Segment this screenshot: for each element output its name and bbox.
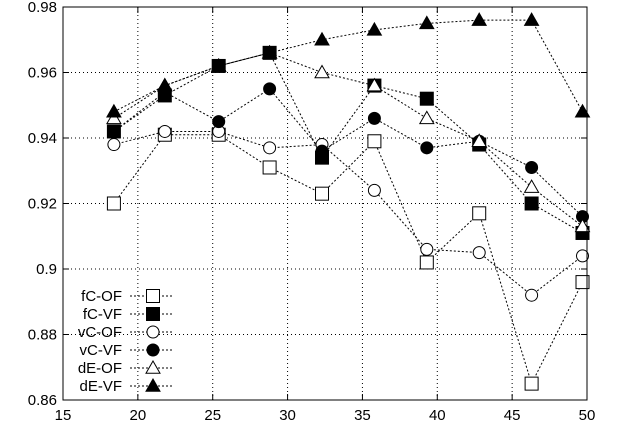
data-point-vc-vf	[107, 124, 121, 138]
series-line-de-vf	[113, 19, 583, 113]
data-point-vc-of	[525, 288, 539, 302]
data-point-fc-vf	[524, 196, 539, 211]
y-tick-label: 0.92	[28, 196, 57, 213]
data-point-vc-vf	[420, 141, 434, 155]
legend-label: vC-OF	[78, 324, 122, 341]
x-tick-label: 20	[130, 407, 147, 424]
data-point-vc-vf	[367, 111, 381, 125]
data-point-vc-of	[576, 249, 590, 263]
series-line-vc-of	[113, 130, 583, 296]
data-point-vc-vf	[263, 82, 277, 96]
legend-marker	[146, 289, 160, 303]
legend-marker	[145, 359, 161, 374]
data-point-de-vf	[210, 57, 227, 72]
data-point-vc-vf	[315, 144, 329, 158]
data-point-vc-of	[472, 246, 486, 260]
data-point-fc-of	[106, 196, 121, 211]
y-tick-label: 0.96	[28, 65, 57, 82]
data-point-de-vf	[523, 12, 540, 26]
series-lines	[113, 19, 583, 385]
x-tick-label: 45	[504, 407, 521, 424]
x-tick-label: 35	[354, 407, 371, 424]
series-line-fc-vf	[113, 52, 583, 234]
data-point-de-vf	[106, 103, 122, 118]
data-point-fc-of	[524, 376, 539, 391]
data-point-fc-of	[315, 186, 330, 201]
legend-marker	[146, 325, 160, 339]
data-point-de-vf	[471, 12, 488, 26]
legend-label: dE-OF	[78, 360, 122, 377]
data-point-fc-of	[367, 134, 382, 149]
grid-lines	[63, 7, 587, 400]
series-markers	[106, 12, 591, 391]
data-point-fc-vf	[419, 91, 434, 106]
data-point-de-of	[574, 218, 591, 233]
data-point-fc-of	[472, 206, 487, 221]
legend-label: vC-VF	[80, 342, 123, 359]
y-tick-label: 0.88	[28, 327, 57, 344]
data-point-de-of	[314, 64, 330, 79]
x-tick-label: 50	[579, 407, 596, 424]
legend-label: fC-OF	[81, 288, 122, 305]
data-point-vc-vf	[212, 115, 226, 129]
y-tick-label: 0.94	[28, 130, 57, 147]
axis-ticks: 15 20 25 30 35 40 45 50 0.86 0.88 0.9 0.92 0.94 0.96 0…	[28, 0, 596, 424]
data-point-de-vf	[366, 21, 383, 36]
x-tick-label: 15	[55, 407, 72, 424]
data-point-vc-vf	[525, 160, 539, 174]
plot-frame	[62, 6, 588, 401]
y-tick-label: 0.9	[36, 261, 57, 278]
data-point-de-vf	[156, 77, 173, 92]
series-line-fc-of	[113, 134, 583, 385]
x-tick-label: 25	[204, 407, 221, 424]
data-point-de-of	[418, 110, 435, 125]
legend-label: dE-VF	[79, 378, 122, 395]
x-tick-label: 30	[279, 407, 296, 424]
data-point-de-vf	[314, 31, 330, 46]
data-point-vc-of	[367, 183, 381, 197]
data-point-de-vf	[261, 44, 278, 59]
legend-marker	[146, 307, 160, 321]
data-point-vc-of	[420, 242, 434, 256]
data-point-vc-of	[263, 141, 277, 155]
data-point-fc-of	[262, 160, 277, 175]
data-point-de-of	[471, 133, 488, 148]
data-point-de-of	[366, 77, 383, 92]
y-tick-label: 0.86	[28, 392, 57, 409]
data-point-de-vf	[574, 103, 591, 118]
series-line-vc-vf	[113, 88, 583, 217]
data-point-de-of	[523, 179, 540, 193]
data-point-vc-of	[107, 138, 121, 152]
data-point-fc-of	[419, 255, 434, 270]
data-point-fc-of	[575, 275, 590, 290]
legend-marker	[146, 343, 160, 357]
legend-label: fC-VF	[83, 306, 122, 323]
x-tick-label: 40	[429, 407, 446, 424]
data-point-vc-of	[158, 124, 172, 138]
legend-marker	[145, 377, 161, 392]
data-point-de-vf	[418, 15, 435, 30]
y-tick-label: 0.98	[28, 0, 57, 16]
